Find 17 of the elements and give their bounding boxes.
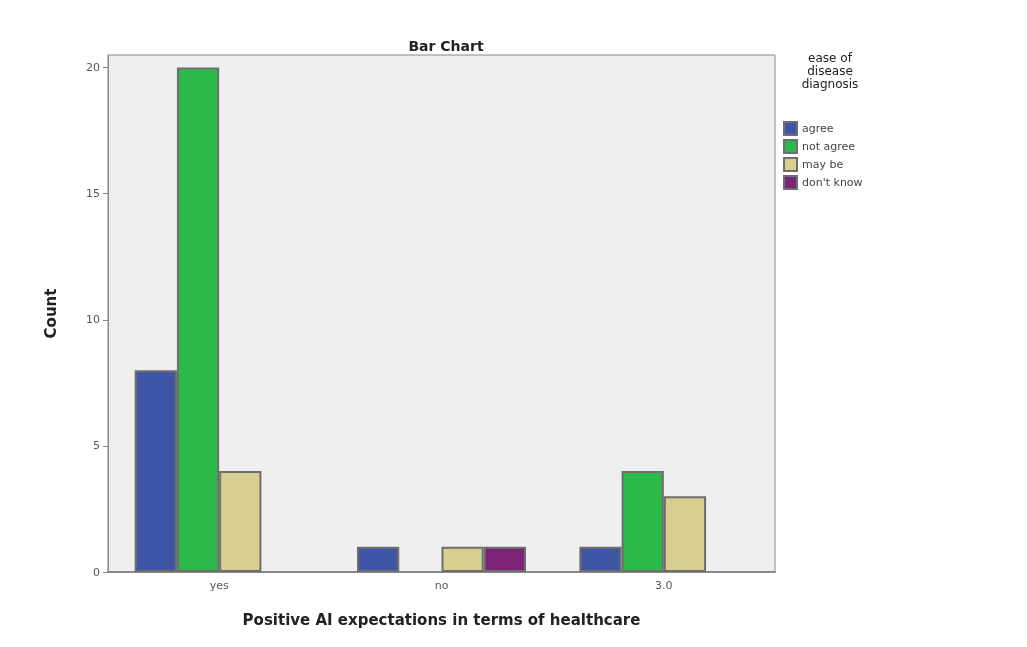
y-tick-label: 15 [86,187,100,201]
bar [357,546,400,572]
y-axis-title: Count [41,288,60,339]
legend-label: not agree [802,140,856,153]
legend-label: may be [802,158,844,171]
y-tick-label: 5 [93,439,100,453]
legend-label: agree [802,122,834,135]
x-tick-label: 3.0 [655,579,673,592]
y-tick-label: 20 [86,61,100,75]
legend-title: ease of disease diagnosis [800,51,860,91]
x-tick-label: yes [209,579,229,592]
x-axis-title: Positive AI expectations in terms of healthcare [242,610,641,629]
chart-title: Bar Chart [408,38,484,54]
x-tick-label: no [434,579,449,592]
legend-label: don't know [802,176,863,189]
y-tick-label: 10 [86,313,100,327]
y-tick-label: 0 [93,565,100,579]
